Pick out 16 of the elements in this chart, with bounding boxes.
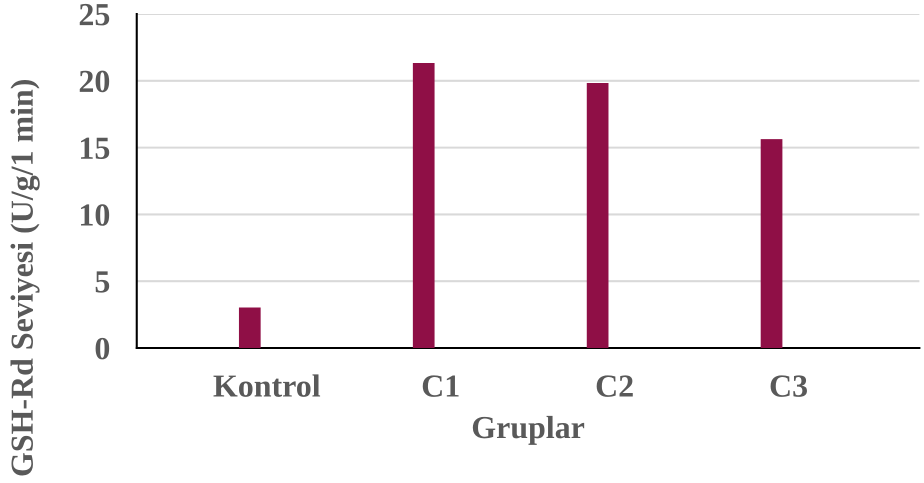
bar (760, 139, 782, 348)
x-tick-label: C2 (596, 375, 633, 397)
bar (586, 83, 608, 348)
y-tick-label: 5 (96, 271, 110, 293)
x-tick-label: Kontrol (214, 374, 320, 397)
y-tick-label: 25 (80, 4, 110, 26)
x-tick-label: C1 (422, 375, 459, 397)
x-axis-title: Gruplar (472, 416, 584, 445)
bar (412, 63, 435, 348)
bar (238, 308, 261, 348)
y-tick-label: 15 (80, 138, 110, 159)
y-tick-label: 0 (96, 338, 110, 360)
y-tick-label: 20 (80, 70, 110, 92)
x-tick-label: C3 (770, 375, 807, 397)
y-tick-label: 10 (80, 204, 110, 226)
y-axis-title: GSH-Rd Seviyesi (U/g/1 min) (10, 80, 40, 476)
